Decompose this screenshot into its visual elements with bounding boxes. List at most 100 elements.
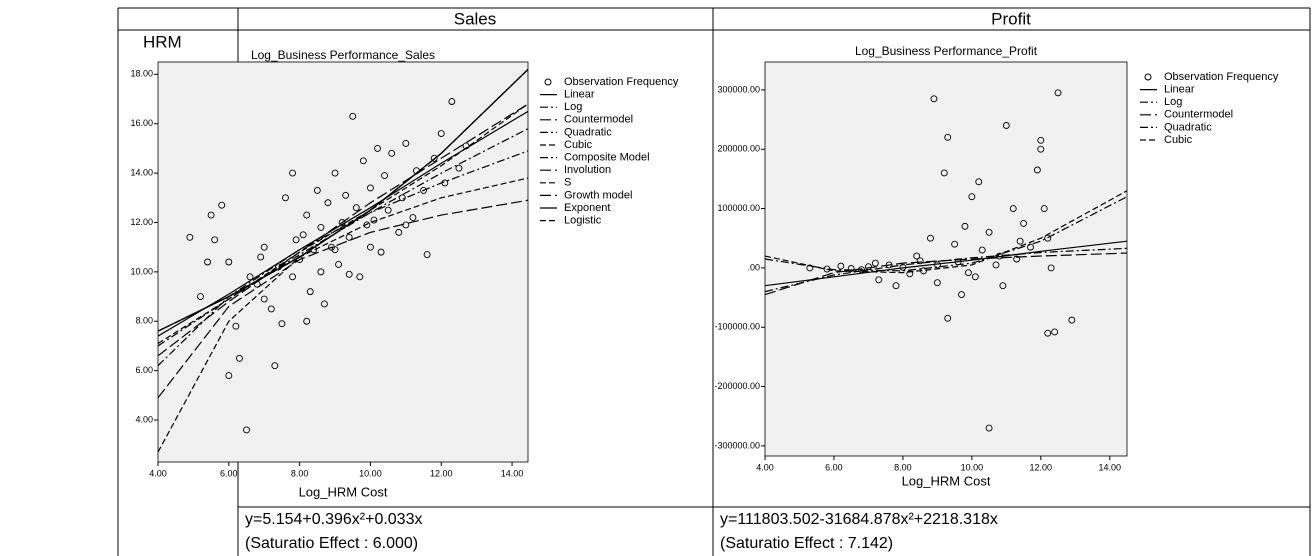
point bbox=[398, 194, 406, 202]
column-header: Sales bbox=[454, 9, 497, 28]
point bbox=[243, 426, 250, 434]
chart-title: Log_Business Performance_Sales bbox=[251, 48, 435, 62]
point bbox=[232, 322, 240, 330]
row-label: HRM bbox=[143, 32, 182, 51]
point bbox=[1040, 205, 1048, 213]
formula: y=111803.502-31684.878x²+2218.318x bbox=[720, 511, 998, 528]
point bbox=[235, 354, 243, 362]
x-tick-label: 10.00 bbox=[359, 468, 382, 478]
point bbox=[455, 164, 463, 172]
y-tick-label: 300000.00 bbox=[717, 84, 760, 94]
point bbox=[257, 253, 265, 261]
fit-line bbox=[158, 150, 528, 367]
point bbox=[992, 261, 1000, 269]
point bbox=[303, 317, 311, 325]
point bbox=[448, 98, 456, 105]
point bbox=[964, 269, 972, 277]
x-tick-label: 4.00 bbox=[149, 468, 167, 478]
point bbox=[871, 259, 879, 267]
point bbox=[349, 112, 357, 120]
fit-line bbox=[765, 240, 1127, 287]
point bbox=[356, 273, 364, 281]
fit-line bbox=[765, 190, 1127, 274]
point bbox=[1027, 243, 1034, 251]
point bbox=[906, 270, 914, 278]
point bbox=[278, 320, 286, 328]
legend-symbol bbox=[1144, 73, 1152, 81]
point bbox=[374, 144, 381, 152]
legend-label: Countermodel bbox=[564, 114, 633, 126]
legend-label: Logistic bbox=[564, 215, 602, 227]
legend-label: Exponent bbox=[564, 202, 610, 214]
x-axis-label: Log_HRM Cost bbox=[299, 484, 388, 499]
point bbox=[864, 263, 872, 271]
point bbox=[999, 282, 1007, 290]
point bbox=[289, 273, 296, 281]
fit-line bbox=[158, 110, 528, 337]
point bbox=[1044, 329, 1052, 337]
point bbox=[395, 228, 403, 236]
point bbox=[352, 204, 360, 212]
point bbox=[1002, 122, 1010, 129]
point bbox=[1016, 237, 1024, 245]
point bbox=[225, 372, 233, 380]
point bbox=[806, 264, 814, 272]
y-tick-label: 4.00 bbox=[135, 414, 153, 424]
point bbox=[388, 149, 396, 157]
point bbox=[331, 169, 339, 177]
point bbox=[875, 276, 883, 284]
legend-label: Log bbox=[564, 101, 582, 113]
point bbox=[971, 273, 979, 281]
x-tick-label: 6.00 bbox=[825, 462, 843, 472]
plot-area bbox=[764, 61, 1128, 457]
point bbox=[328, 243, 335, 251]
plot-marks bbox=[765, 89, 1127, 432]
y-tick-label: -200000.00 bbox=[714, 381, 760, 391]
x-tick-label: 14.00 bbox=[501, 468, 524, 478]
x-tick-label: 8.00 bbox=[291, 468, 309, 478]
point bbox=[409, 214, 417, 222]
point bbox=[958, 291, 965, 299]
y-tick-label: .00 bbox=[747, 262, 760, 272]
legend-label: Log bbox=[1164, 96, 1182, 108]
fit-line bbox=[158, 103, 528, 357]
formula: y=5.154+0.396x²+0.033x bbox=[245, 511, 422, 528]
y-tick-label: 10.00 bbox=[130, 266, 153, 276]
legend-label: Quadratic bbox=[564, 126, 612, 138]
x-tick-label: 10.00 bbox=[961, 462, 984, 472]
point bbox=[197, 293, 204, 301]
legend-label: Observation Frequency bbox=[564, 76, 679, 88]
point bbox=[211, 236, 219, 244]
point bbox=[345, 270, 353, 278]
point bbox=[930, 95, 938, 103]
x-axis-label: Log_HRM Cost bbox=[902, 473, 991, 488]
point bbox=[978, 246, 986, 254]
point bbox=[335, 261, 343, 268]
point bbox=[271, 362, 279, 370]
point bbox=[420, 186, 428, 194]
point bbox=[324, 199, 332, 207]
chart-title: Log_Business Performance_Profit bbox=[855, 44, 1038, 58]
point bbox=[1047, 264, 1055, 272]
point bbox=[317, 223, 325, 231]
x-tick-label: 14.00 bbox=[1098, 462, 1121, 472]
x-tick-label: 12.00 bbox=[430, 468, 453, 478]
legend-label: Linear bbox=[564, 89, 595, 101]
legend-label: Linear bbox=[1164, 84, 1195, 96]
point bbox=[317, 268, 325, 276]
y-tick-label: 200000.00 bbox=[717, 144, 760, 154]
legend-label: S bbox=[564, 177, 571, 189]
point bbox=[847, 265, 855, 272]
point bbox=[377, 248, 385, 256]
point bbox=[423, 251, 431, 259]
point bbox=[289, 169, 296, 177]
point bbox=[282, 194, 289, 202]
y-tick-label: -100000.00 bbox=[714, 322, 760, 332]
x-tick-label: 4.00 bbox=[756, 462, 774, 472]
point bbox=[303, 211, 311, 219]
point bbox=[985, 424, 993, 432]
point bbox=[1037, 136, 1045, 144]
fit-line bbox=[158, 177, 528, 453]
